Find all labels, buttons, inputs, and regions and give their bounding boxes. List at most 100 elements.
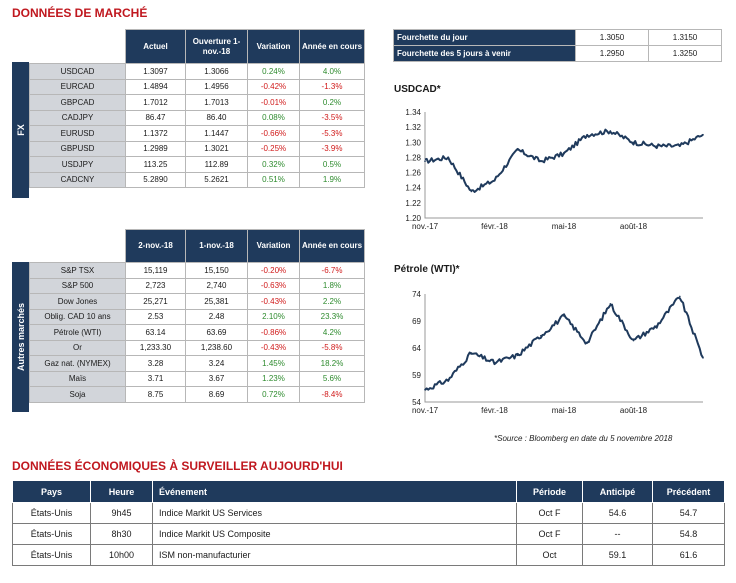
value-cell: 3.67: [185, 370, 248, 387]
variation-cell: 1.45%: [247, 355, 300, 372]
wti-data-point: [540, 334, 542, 337]
usdcad-data-point: [424, 160, 426, 163]
variation-cell: -0.01%: [247, 94, 300, 111]
expected-cell: 54.6: [582, 502, 653, 524]
row-label: Oblig. CAD 10 ans: [29, 308, 126, 325]
wti-data-point: [655, 325, 658, 327]
other-header-annee: Année en cours: [299, 229, 365, 263]
value-cell: 2.53: [125, 308, 186, 325]
usdcad-data-point: [655, 145, 658, 147]
row-label: Maïs: [29, 370, 126, 387]
table-row: USDCAD 1.3097 1.3066 0.24% 4.0%: [29, 63, 365, 80]
wti-data-point: [424, 388, 426, 391]
ytd-cell: 0.5%: [299, 156, 365, 173]
expected-cell: 59.1: [582, 544, 653, 566]
row-label: GBPCAD: [29, 94, 126, 111]
table-row: États-Unis 10h00 ISM non-manufacturier Oct 5…: [12, 544, 725, 566]
variation-cell: -0.43%: [247, 339, 300, 356]
value-cell: 25,271: [125, 293, 186, 310]
usdcad-data-point: [516, 149, 519, 151]
eco-title: DONNÉES ÉCONOMIQUES À SURVEILLER AUJOURD…: [12, 459, 343, 473]
previous-cell: 54.8: [652, 523, 725, 545]
usdcad-y-tick-label: 1.20: [405, 214, 421, 223]
table-row: CADCNY 5.2890 5.2621 0.51% 1.9%: [29, 171, 365, 188]
value-cell: 1.3066: [185, 63, 248, 80]
wti-data-point: [609, 303, 612, 305]
wti-x-tick-label: nov.-17: [412, 406, 439, 415]
row-label: S&P TSX: [29, 262, 126, 279]
value-cell: 8.69: [185, 386, 248, 403]
usdcad-x-tick-label: févr.-18: [481, 222, 508, 231]
usdcad-data-point: [632, 141, 635, 144]
wti-data-point: [586, 342, 588, 344]
range-high: 1.3250: [648, 45, 722, 62]
market-title: DONNÉES DE MARCHÉ: [12, 6, 148, 20]
usdcad-y-tick-label: 1.24: [405, 184, 421, 193]
wti-axis: [424, 294, 703, 403]
usdcad-y-tick-label: 1.28: [405, 153, 421, 162]
wti-data-point: [632, 339, 635, 342]
row-label: S&P 500: [29, 277, 126, 294]
value-cell: 2.48: [185, 308, 248, 325]
usdcad-data-point: [586, 133, 588, 136]
event-cell: Indice Markit US Composite: [152, 523, 517, 545]
variation-cell: -0.20%: [247, 262, 300, 279]
wti-y-tick-label: 64: [412, 344, 421, 353]
variation-cell: 0.32%: [247, 156, 300, 173]
event-cell: ISM non-manufacturier: [152, 544, 517, 566]
ytd-cell: 18.2%: [299, 355, 365, 372]
ytd-cell: -6.7%: [299, 262, 365, 279]
usdcad-y-tick-label: 1.26: [405, 169, 421, 178]
row-label: Dow Jones: [29, 293, 126, 310]
value-cell: 1.3021: [185, 140, 248, 157]
table-row: Gaz nat. (NYMEX) 3.28 3.24 1.45% 18.2%: [29, 355, 365, 372]
value-cell: 63.14: [125, 324, 186, 341]
other-markets-table: 2-nov.-18 1-nov.-18 Variation Année en c…: [29, 229, 365, 403]
usdcad-data-point: [493, 179, 496, 181]
wti-data-point: [493, 361, 496, 364]
variation-cell: 0.08%: [247, 109, 300, 126]
row-label: EURUSD: [29, 125, 126, 142]
wti-data-point: [679, 295, 681, 298]
value-cell: 1.7012: [125, 94, 186, 111]
wti-data-point: [563, 315, 565, 317]
table-row: Pétrole (WTI) 63.14 63.69 -0.86% 4.2%: [29, 324, 365, 341]
usdcad-x-tick-label: août-18: [620, 222, 648, 231]
table-row: USDJPY 113.25 112.89 0.32% 0.5%: [29, 156, 365, 173]
row-label: EURCAD: [29, 78, 126, 95]
wti-data-point: [447, 379, 449, 381]
table-row: Soja 8.75 8.69 0.72% -8.4%: [29, 386, 365, 403]
row-label: USDCAD: [29, 63, 126, 80]
wti-chart-title: Pétrole (WTI)*: [394, 264, 460, 275]
range-label: Fourchette des 5 jours à venir: [393, 45, 576, 62]
ytd-cell: -1.3%: [299, 78, 365, 95]
value-cell: 113.25: [125, 156, 186, 173]
usdcad-y-tick-label: 1.32: [405, 123, 421, 132]
usdcad-data-point: [447, 156, 449, 159]
row-label: CADCNY: [29, 171, 126, 188]
value-cell: 25,381: [185, 293, 248, 310]
row-label: Or: [29, 339, 126, 356]
variation-cell: 0.72%: [247, 386, 300, 403]
variation-cell: -0.66%: [247, 125, 300, 142]
range-label: Fourchette du jour: [393, 29, 576, 46]
value-cell: 3.71: [125, 370, 186, 387]
range-high: 1.3150: [648, 29, 722, 46]
other-side-label: Autres marchés: [12, 262, 29, 412]
fx-header-variation: Variation: [247, 29, 300, 64]
usdcad-data-point: [702, 133, 704, 136]
eco-header-heure: Heure: [90, 480, 153, 503]
ytd-cell: 23.3%: [299, 308, 365, 325]
value-cell: 1,238.60: [185, 339, 248, 356]
value-cell: 3.24: [185, 355, 248, 372]
value-cell: 1.7013: [185, 94, 248, 111]
value-cell: 112.89: [185, 156, 248, 173]
variation-cell: 1.23%: [247, 370, 300, 387]
eco-header-anticipe: Anticipé: [582, 480, 653, 503]
wti-data-point: [516, 354, 519, 357]
table-row: Oblig. CAD 10 ans 2.53 2.48 2.10% 23.3%: [29, 308, 365, 325]
eco-header-periode: Période: [516, 480, 583, 503]
other-header-date1: 2-nov.-18: [125, 229, 186, 263]
ytd-cell: 2.2%: [299, 293, 365, 310]
